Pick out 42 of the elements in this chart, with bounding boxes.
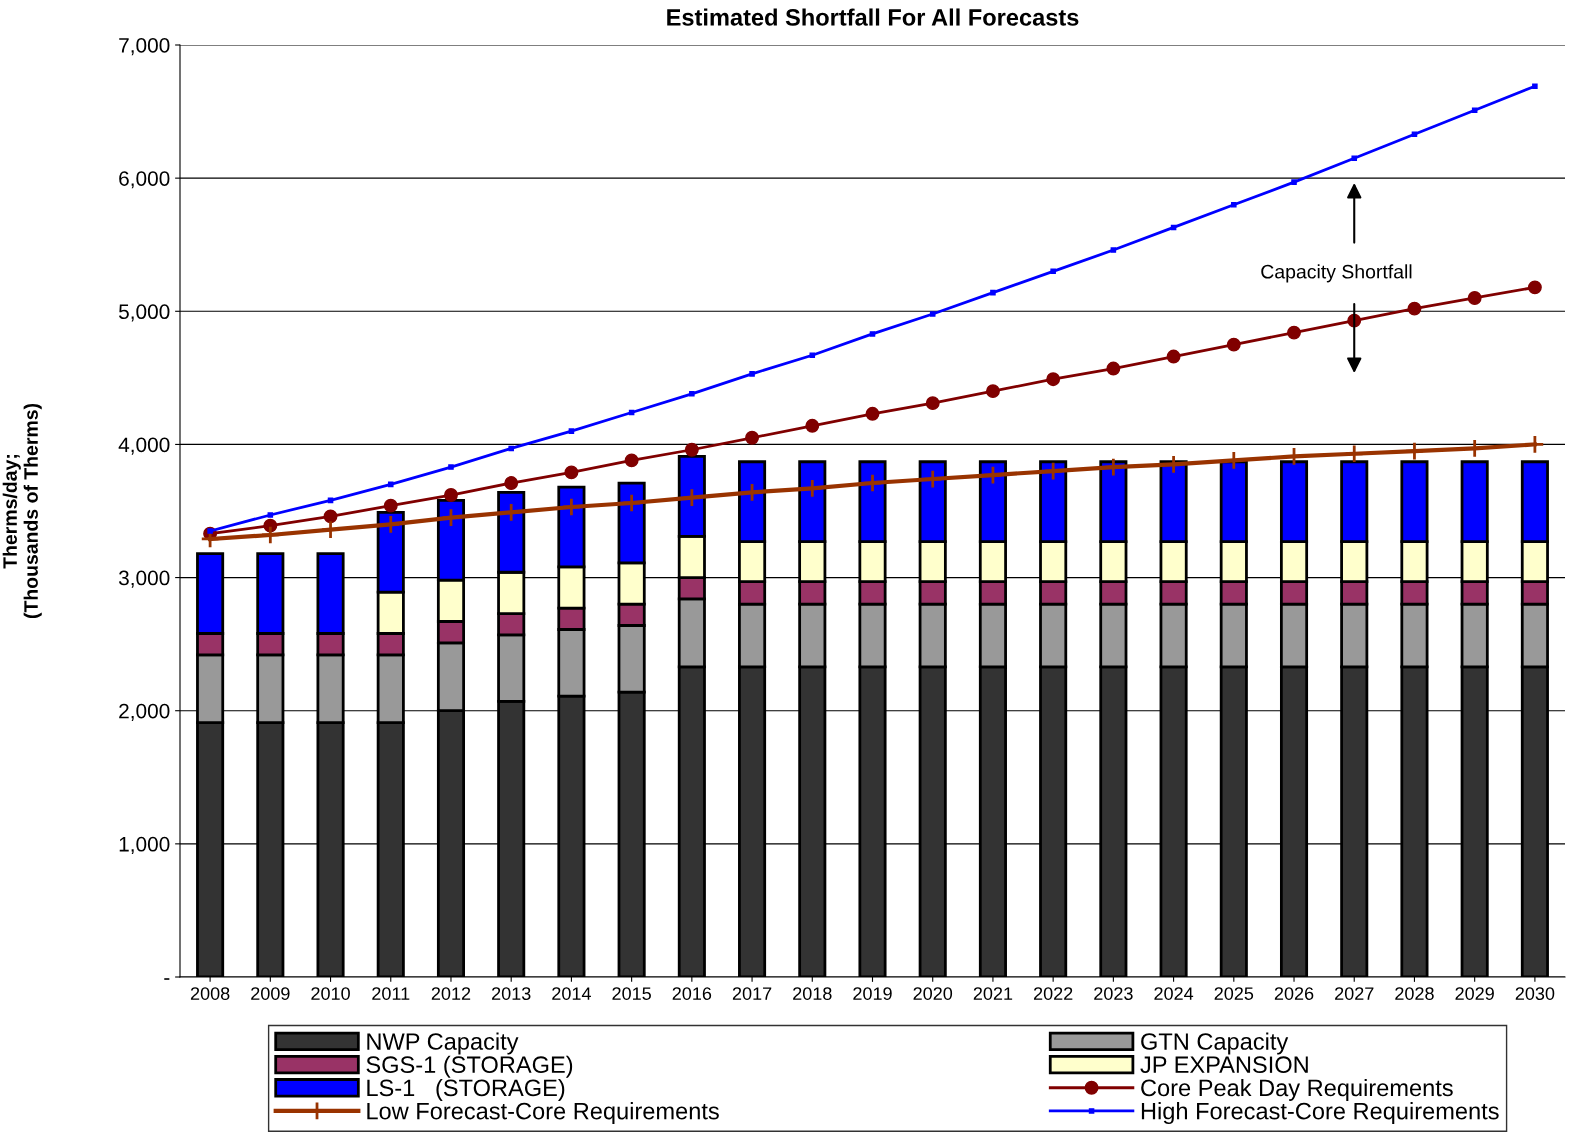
legend-label: GTN Capacity <box>1141 1032 1289 1055</box>
x-tick-label: 2017 <box>732 987 772 1000</box>
y-tick-label: 5,000 <box>118 304 170 322</box>
x-tick-label: 2019 <box>853 987 892 1000</box>
legend-label: Core Peak Day Requirements <box>1141 1078 1453 1101</box>
x-tick-label: 2009 <box>251 987 290 1000</box>
legend-label: High Forecast-Core Requirements <box>1141 1102 1499 1125</box>
x-tick-label: 2025 <box>1214 987 1254 1000</box>
legend-label: LS-1 (STORAGE) <box>367 1078 565 1101</box>
x-tick-label: 2012 <box>431 987 471 1000</box>
x-tick-label: 2016 <box>672 987 712 1000</box>
x-tick-label: 2027 <box>1335 987 1374 1000</box>
y-tick-label: 3,000 <box>118 570 170 588</box>
x-tick-label: 2029 <box>1455 987 1494 1000</box>
x-tick-label: 2011 <box>372 987 410 1000</box>
y-tick-label: 1,000 <box>119 836 170 855</box>
x-tick-label: 2018 <box>793 987 832 1000</box>
legend-label: SGS-1 (STORAGE) <box>366 1055 573 1078</box>
x-tick-label: 2020 <box>913 987 953 1000</box>
x-tick-label: 2014 <box>552 987 591 1000</box>
y-tick-label: - <box>164 978 170 980</box>
y-tick-label: 7,000 <box>119 38 170 56</box>
x-tick-label: 2010 <box>311 987 350 1000</box>
annotation: Capacity Shortfall <box>1261 264 1412 283</box>
x-tick-label: 2024 <box>1154 987 1194 1000</box>
legend-label: JP EXPANSION <box>1140 1056 1308 1074</box>
x-tick-label: 2013 <box>492 987 531 1000</box>
legend-label: NWP Capacity <box>367 1032 519 1055</box>
x-tick-label: 2015 <box>612 987 651 1000</box>
x-tick-label: 2028 <box>1395 987 1434 1000</box>
legend-label: Low Forecast-Core Requirements <box>367 1102 719 1125</box>
x-tick-label: 2023 <box>1094 987 1133 1000</box>
x-tick-label: 2026 <box>1274 987 1314 1000</box>
y-tick-label: 4,000 <box>118 437 170 455</box>
y-tick-label: 2,000 <box>119 703 170 721</box>
y-axis-title: Therms/day; (Thousands of Therms) <box>2 403 42 619</box>
x-tick-label: 2008 <box>190 987 230 1000</box>
y-tick-label: 6,000 <box>119 171 170 189</box>
x-tick-label: 2022 <box>1033 987 1073 1000</box>
x-tick-label: 2021 <box>973 987 1013 1000</box>
x-tick-label: 2030 <box>1515 987 1555 1000</box>
chart-title: Estimated Shortfall For All Forecasts <box>667 8 1079 26</box>
